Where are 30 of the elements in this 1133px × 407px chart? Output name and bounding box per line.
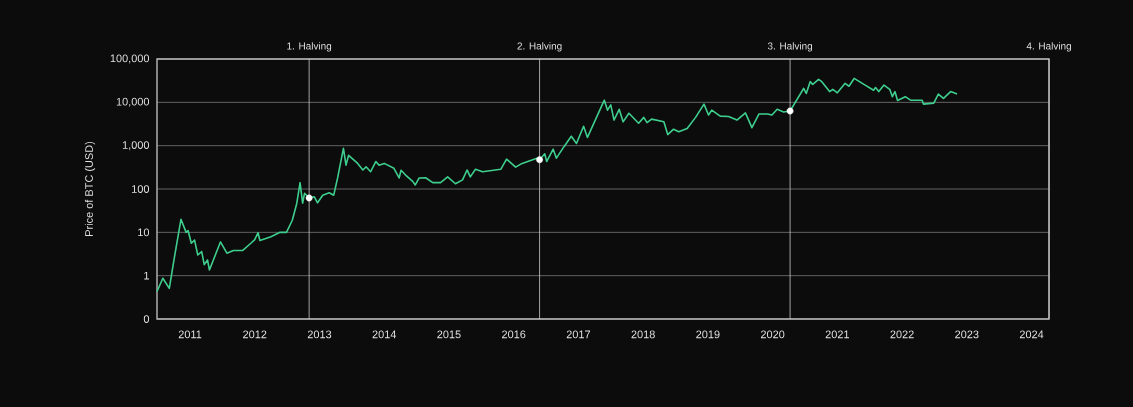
x-tick-label: 2019 — [696, 330, 720, 339]
x-tick-label: 2016 — [502, 330, 526, 339]
y-tick-label: 100,000 — [110, 54, 150, 64]
y-tick-label: 0 — [143, 315, 150, 323]
x-tick-label: 2017 — [566, 330, 591, 339]
x-tick-label: 2021 — [825, 330, 849, 339]
x-tick-label: 2015 — [437, 330, 461, 339]
line-series — [156, 77, 958, 293]
x-tick-label: 2023 — [955, 330, 979, 339]
x-tick-label: 2020 — [760, 330, 785, 339]
y-axis-title: Price of BTC (USD) — [84, 141, 96, 236]
y-tick-label: 1,000 — [122, 141, 150, 151]
x-tick-label: 2012 — [243, 330, 267, 339]
x-tick-label: 2024 — [1019, 330, 1044, 339]
ref-line-label: 4. Halving — [1026, 42, 1071, 52]
y-tick-label: 100 — [132, 185, 150, 193]
ref-line-label: 1. Halving — [287, 42, 332, 52]
y-tick-label: 10,000 — [116, 97, 150, 107]
x-tick-label: 2018 — [631, 330, 655, 339]
y-tick-label: 1 — [144, 271, 149, 280]
x-tick-label: 2013 — [307, 330, 332, 339]
ref-line-label: 3. Halving — [767, 42, 813, 52]
ref-line-label: 2. Halving — [517, 42, 562, 52]
y-tick-label: 10 — [138, 228, 150, 237]
x-tick-label: 2011 — [178, 330, 202, 339]
x-tick-label: 2014 — [372, 330, 397, 339]
point — [786, 107, 794, 115]
point — [305, 194, 313, 202]
point — [536, 156, 543, 164]
x-tick-label: 2022 — [890, 330, 914, 339]
